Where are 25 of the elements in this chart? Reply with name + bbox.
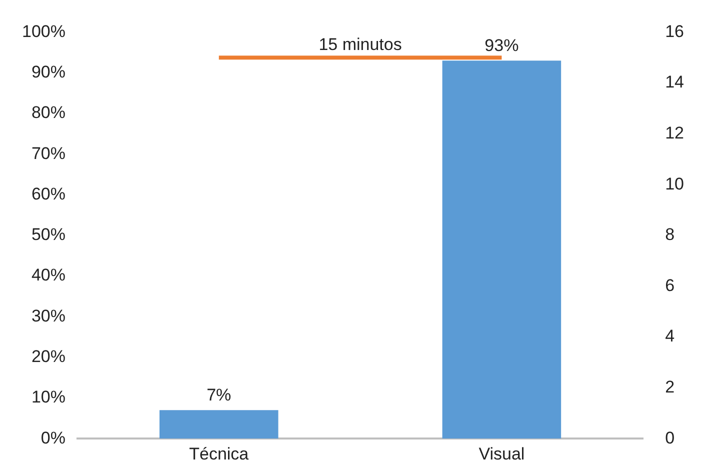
x-tick-label: Visual xyxy=(478,444,525,464)
data-label: 7% xyxy=(206,385,232,404)
data-label: 93% xyxy=(484,36,519,55)
x-tick-label: Técnica xyxy=(189,444,250,464)
y2-tick-label: 8 xyxy=(665,225,675,244)
y2-tick-label: 16 xyxy=(665,22,684,41)
y-tick-label: 50% xyxy=(31,225,66,244)
y2-tick-label: 14 xyxy=(665,72,684,92)
y2-tick-label: 0 xyxy=(665,428,675,448)
y2-tick-label: 4 xyxy=(665,326,675,346)
y2-tick-label: 2 xyxy=(665,377,675,396)
y-tick-label: 20% xyxy=(31,347,66,366)
y-tick-label: 70% xyxy=(31,144,66,163)
y-tick-label: 80% xyxy=(31,103,66,122)
y-tick-label: 10% xyxy=(31,388,66,407)
series-label: 15 minutos xyxy=(318,34,402,54)
y-tick-label: 0% xyxy=(40,428,66,448)
y2-tick-label: 12 xyxy=(665,123,684,142)
y2-tick-label: 10 xyxy=(665,174,684,194)
y-tick-label: 60% xyxy=(31,184,66,204)
y2-tick-label: 6 xyxy=(665,276,675,295)
y-tick-label: 90% xyxy=(31,62,66,82)
y-tick-label: 40% xyxy=(31,266,66,285)
y-tick-label: 100% xyxy=(22,22,66,41)
y-tick-label: 30% xyxy=(31,306,66,326)
